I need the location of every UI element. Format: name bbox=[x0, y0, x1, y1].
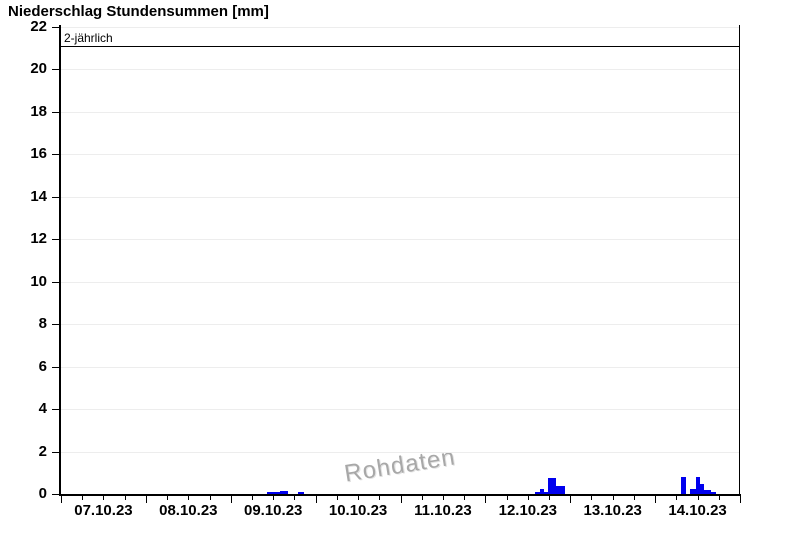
x-minor-tick bbox=[273, 494, 275, 500]
x-major-tick bbox=[315, 494, 317, 503]
precipitation-bar bbox=[280, 490, 289, 494]
y-tick-label: 0 bbox=[38, 485, 47, 502]
gridline bbox=[61, 196, 740, 198]
y-axis-line bbox=[59, 25, 61, 495]
y-tick bbox=[52, 324, 60, 326]
y-tick bbox=[52, 366, 60, 368]
y-tick-label: 10 bbox=[30, 272, 47, 290]
x-minor-tick bbox=[421, 494, 423, 500]
gridline bbox=[61, 409, 740, 411]
x-tick-label: 11.10.23 bbox=[414, 502, 472, 519]
x-axis-line bbox=[59, 494, 741, 496]
x-tick-label: 13.10.23 bbox=[583, 502, 642, 519]
y-tick bbox=[52, 451, 60, 453]
gridline bbox=[61, 324, 740, 326]
x-minor-tick bbox=[464, 494, 466, 500]
y-tick-label: 14 bbox=[30, 187, 47, 205]
y-tick bbox=[52, 281, 60, 283]
x-major-tick bbox=[145, 494, 147, 503]
y-tick-label: 4 bbox=[38, 400, 47, 418]
y-tick-label: 18 bbox=[30, 102, 47, 120]
y-tick bbox=[52, 26, 60, 28]
chart-title: Niederschlag Stundensummen [mm] bbox=[8, 3, 269, 20]
gridline bbox=[61, 366, 740, 368]
y-tick-label: 6 bbox=[38, 357, 47, 375]
precipitation-bar bbox=[711, 491, 717, 494]
y-tick bbox=[52, 196, 60, 198]
gridline bbox=[61, 69, 740, 71]
y-tick bbox=[52, 239, 60, 241]
x-minor-tick bbox=[209, 494, 211, 500]
x-major-tick bbox=[230, 494, 232, 503]
watermark: Rohdaten bbox=[342, 443, 458, 488]
x-major-tick bbox=[570, 494, 572, 503]
x-major-tick bbox=[61, 494, 62, 503]
plot-area: 2-jährlich Rohdaten bbox=[61, 25, 740, 494]
precipitation-bar bbox=[689, 488, 696, 494]
y-tick-label: 20 bbox=[30, 60, 47, 78]
x-minor-tick bbox=[167, 494, 169, 500]
y-tick bbox=[52, 154, 60, 156]
x-tick-label: 07.10.23 bbox=[74, 502, 133, 519]
x-minor-tick bbox=[124, 494, 126, 500]
x-minor-tick bbox=[506, 494, 508, 500]
precipitation-bar bbox=[695, 477, 701, 494]
precipitation-bar bbox=[548, 478, 557, 494]
y-tick-label: 12 bbox=[30, 230, 47, 248]
threshold-label: 2-jährlich bbox=[64, 31, 113, 46]
y-tick bbox=[52, 69, 60, 71]
right-border-line bbox=[739, 25, 740, 495]
x-minor-tick bbox=[591, 494, 593, 500]
precipitation-bar bbox=[297, 492, 305, 494]
precipitation-bar bbox=[556, 485, 565, 494]
gridline bbox=[61, 239, 740, 241]
y-tick-label: 22 bbox=[30, 17, 47, 35]
x-tick-label: 09.10.23 bbox=[243, 502, 303, 519]
x-minor-tick bbox=[294, 494, 296, 500]
precipitation-bar bbox=[703, 489, 711, 494]
x-major-tick bbox=[485, 494, 487, 503]
x-minor-tick bbox=[612, 494, 614, 500]
precipitation-bar bbox=[534, 491, 541, 494]
precipitation-bar bbox=[266, 491, 281, 494]
x-minor-tick bbox=[676, 494, 678, 500]
x-tick-label: 12.10.23 bbox=[498, 502, 557, 519]
x-minor-tick bbox=[358, 494, 360, 500]
gridline bbox=[61, 26, 740, 28]
x-tick-label: 08.10.23 bbox=[159, 502, 218, 519]
y-tick-label: 16 bbox=[30, 145, 47, 163]
x-minor-tick bbox=[103, 494, 105, 500]
x-tick-label: 14.10.23 bbox=[668, 502, 727, 519]
x-minor-tick bbox=[379, 494, 381, 500]
x-minor-tick bbox=[527, 494, 529, 500]
y-tick-label: 2 bbox=[38, 442, 47, 460]
x-minor-tick bbox=[251, 494, 253, 500]
precipitation-bar bbox=[680, 477, 686, 494]
gridline bbox=[61, 154, 740, 156]
y-tick bbox=[52, 111, 60, 113]
x-tick-label: 10.10.23 bbox=[328, 502, 388, 519]
x-major-tick bbox=[655, 494, 657, 503]
gridline bbox=[61, 451, 740, 453]
y-tick bbox=[52, 409, 60, 411]
x-minor-tick bbox=[697, 494, 699, 500]
x-minor-tick bbox=[336, 494, 338, 500]
x-major-tick bbox=[400, 494, 402, 503]
threshold-line bbox=[61, 46, 740, 48]
x-major-tick bbox=[740, 494, 741, 503]
precipitation-bar bbox=[540, 488, 545, 494]
gridline bbox=[61, 281, 740, 283]
x-minor-tick bbox=[82, 494, 84, 500]
precipitation-bar bbox=[700, 484, 704, 494]
x-minor-tick bbox=[718, 494, 720, 500]
x-minor-tick bbox=[633, 494, 635, 500]
precipitation-bar bbox=[544, 491, 549, 494]
y-tick-label: 8 bbox=[38, 315, 47, 333]
x-minor-tick bbox=[549, 494, 551, 500]
x-minor-tick bbox=[188, 494, 190, 500]
gridline bbox=[61, 111, 740, 113]
x-minor-tick bbox=[442, 494, 444, 500]
y-tick bbox=[52, 494, 60, 495]
